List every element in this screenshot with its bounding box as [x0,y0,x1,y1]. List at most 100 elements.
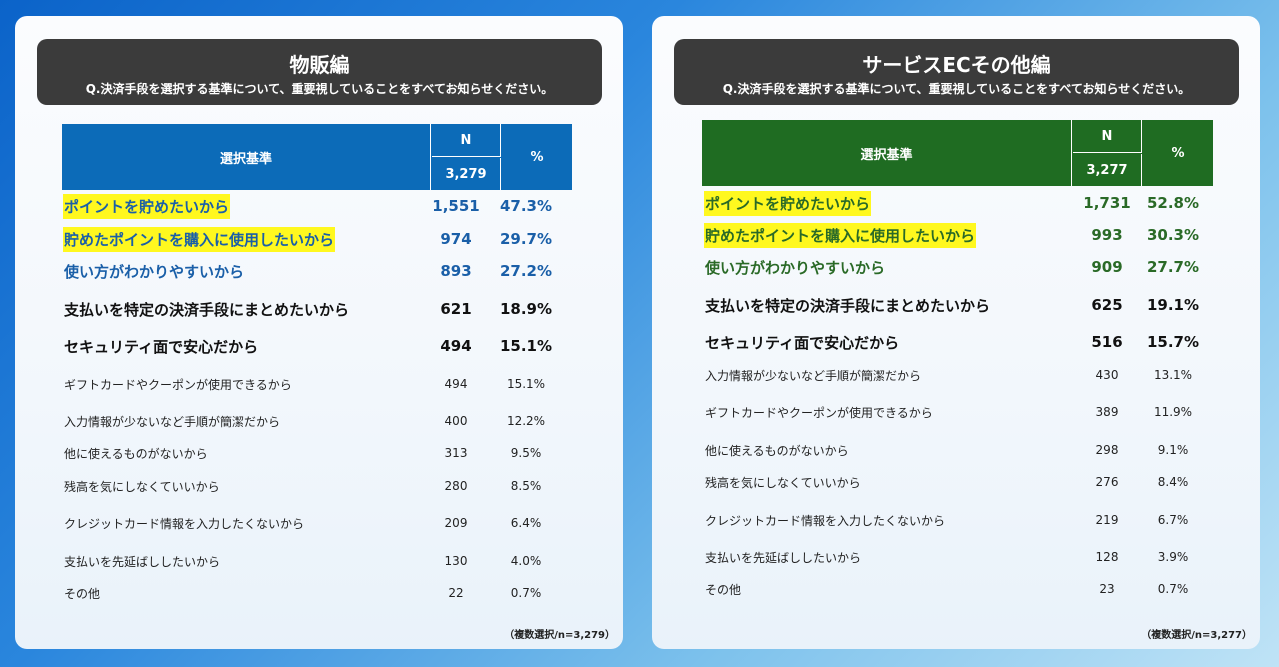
row-percent: 52.8% [1146,194,1200,212]
table-row: 支払いを先延ばししたいから 128 3.9% [704,544,1224,570]
row-percent: 19.1% [1146,296,1200,314]
row-label: 他に使えるものがないから [705,443,849,458]
row-n: 23 [1099,582,1115,596]
row-n: 298 [1095,443,1119,457]
row-n: 494 [440,337,472,355]
row-percent: 18.9% [499,300,553,318]
table-row: ポイントを貯めたいから 1,731 52.8% [704,190,1224,216]
row-n: 209 [444,516,468,530]
row-percent: 6.7% [1157,513,1189,527]
row-percent: 0.7% [1157,582,1189,596]
row-label: その他 [64,586,101,601]
row-n: 893 [440,262,472,280]
table-row: 支払いを特定の決済手段にまとめたいから 625 19.1% [704,292,1224,318]
row-percent: 47.3% [499,197,553,215]
row-n: 1,551 [432,197,480,215]
table-header: 選択基準 N 3,279 % [62,124,572,190]
row-n: 494 [444,377,468,391]
panel-banner: 物販編 Q.決済手段を選択する基準について、重要視していることをすべてお知らせく… [37,39,602,105]
row-label: 残高を気にしなくていいから [64,479,220,494]
table-row: 貯めたポイントを購入に使用したいから 993 30.3% [704,222,1224,248]
row-n: 430 [1095,368,1119,382]
row-percent: 9.1% [1157,443,1189,457]
header-criteria: 選択基準 [62,124,431,190]
row-percent: 27.7% [1146,258,1200,276]
table-row: ギフトカードやクーポンが使用できるから 494 15.1% [63,371,583,397]
row-label: 使い方がわかりやすいから [64,262,245,281]
row-label: セキュリティ面で安心だから [64,337,259,356]
header-n-total: 3,277 [1073,154,1142,186]
row-n: 993 [1091,226,1123,244]
row-percent: 4.0% [510,554,542,568]
table-row: クレジットカード情報を入力したくないから 219 6.7% [704,507,1224,533]
header-percent: % [1171,145,1185,161]
table-row: 他に使えるものがないから 298 9.1% [704,437,1224,463]
footnote: （複数選択/n=3,279） [504,630,615,641]
table-header: 選択基準 N 3,277 % [702,120,1213,186]
row-percent: 11.9% [1153,405,1193,419]
row-n: 389 [1095,405,1119,419]
panel-goods: 物販編 Q.決済手段を選択する基準について、重要視していることをすべてお知らせく… [15,16,623,649]
row-label: 支払いを特定の決済手段にまとめたいから [64,300,350,319]
row-percent: 15.1% [499,337,553,355]
header-percent: % [530,149,544,165]
table-row: ギフトカードやクーポンが使用できるから 389 11.9% [704,399,1224,425]
panel-banner: サービスECその他編 Q.決済手段を選択する基準について、重要視していることをす… [674,39,1239,105]
table-row: 支払いを特定の決済手段にまとめたいから 621 18.9% [63,296,583,322]
table-row: セキュリティ面で安心だから 516 15.7% [704,329,1224,355]
row-n: 400 [444,414,468,428]
row-n: 128 [1095,550,1119,564]
question-text: Q.決済手段を選択する基準について、重要視していることをすべてお知らせください。 [85,82,554,96]
table-row: 残高を気にしなくていいから 276 8.4% [704,469,1224,495]
row-n: 22 [448,586,464,600]
table-row: 支払いを先延ばししたいから 130 4.0% [63,548,583,574]
table-row: 入力情報が少ないなど手順が簡潔だから 430 13.1% [704,362,1224,388]
panel-title: サービスECその他編 [862,53,1051,77]
table-row: 残高を気にしなくていいから 280 8.5% [63,473,583,499]
row-label: 支払いを先延ばししたいから [705,550,862,565]
row-label: その他 [705,582,742,597]
row-percent: 13.1% [1153,368,1193,382]
row-n: 1,731 [1083,194,1131,212]
header-n: N [432,124,501,157]
header-n-total: 3,279 [432,158,501,190]
row-label: ポイントを貯めたいから [63,193,231,219]
table-row: クレジットカード情報を入力したくないから 209 6.4% [63,510,583,536]
row-percent: 3.9% [1157,550,1189,564]
row-percent: 30.3% [1146,226,1200,244]
row-percent: 29.7% [499,230,553,248]
row-label: 入力情報が少ないなど手順が簡潔だから [705,368,922,383]
table-row: 使い方がわかりやすいから 909 27.7% [704,254,1224,280]
row-label: クレジットカード情報を入力したくないから [705,513,946,528]
row-label: 貯めたポイントを購入に使用したいから [63,226,336,252]
table-row: 入力情報が少ないなど手順が簡潔だから 400 12.2% [63,408,583,434]
table-row: 他に使えるものがないから 313 9.5% [63,440,583,466]
row-percent: 12.2% [506,414,546,428]
row-percent: 15.1% [506,377,546,391]
row-label: 使い方がわかりやすいから [705,258,886,277]
question-text: Q.決済手段を選択する基準について、重要視していることをすべてお知らせください。 [722,82,1191,96]
table-row: ポイントを貯めたいから 1,551 47.3% [63,193,583,219]
row-percent: 8.4% [1157,475,1189,489]
row-label: 残高を気にしなくていいから [705,475,861,490]
table-row: セキュリティ面で安心だから 494 15.1% [63,333,583,359]
row-label: 入力情報が少ないなど手順が簡潔だから [64,414,281,429]
row-n: 974 [440,230,472,248]
row-n: 219 [1095,513,1119,527]
row-percent: 27.2% [499,262,553,280]
row-n: 130 [444,554,468,568]
table-row: 使い方がわかりやすいから 893 27.2% [63,258,583,284]
row-label: 貯めたポイントを購入に使用したいから [704,222,977,248]
header-n: N [1073,120,1142,153]
row-label: 支払いを先延ばししたいから [64,554,221,569]
row-n: 625 [1091,296,1123,314]
row-n: 909 [1091,258,1123,276]
row-percent: 6.4% [510,516,542,530]
row-percent: 8.5% [510,479,542,493]
table-row: その他 22 0.7% [63,580,583,606]
footnote: （複数選択/n=3,277） [1141,630,1252,641]
table-row: 貯めたポイントを購入に使用したいから 974 29.7% [63,226,583,252]
row-label: ギフトカードやクーポンが使用できるから [64,377,292,392]
row-percent: 9.5% [510,446,542,460]
header-criteria: 選択基準 [702,120,1072,186]
